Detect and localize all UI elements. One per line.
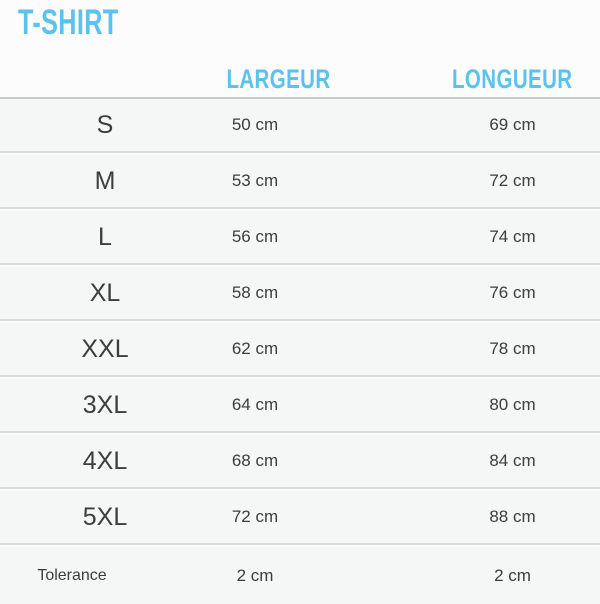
column-header-largeur: LARGEUR — [226, 64, 331, 94]
table-row-xxl: XXL 62 cm 78 cm — [0, 323, 600, 377]
column-header-longueur: LONGUEUR — [452, 64, 573, 94]
size-cell: S — [96, 110, 114, 139]
table-row-4xl: 4XL 68 cm 84 cm — [0, 435, 600, 489]
column-header-row: LARGEUR LONGUEUR — [0, 66, 600, 93]
longueur-cell: 80 cm — [489, 395, 536, 414]
size-cell: M — [94, 166, 116, 195]
longueur-cell: 78 cm — [489, 339, 536, 358]
longueur-cell: 84 cm — [489, 451, 536, 470]
size-cell: XL — [89, 278, 121, 307]
largeur-cell: 50 cm — [231, 115, 279, 134]
table-row-tolerance: Tolerance 2 cm 2 cm — [0, 547, 600, 604]
table-row-3xl: 3XL 64 cm 80 cm — [0, 379, 600, 433]
size-table-body: S 50 cm 69 cm M 53 cm 72 cm L 56 cm 74 c… — [0, 97, 600, 604]
table-row-xl: XL 58 cm 76 cm — [0, 267, 600, 321]
page-title: T-SHIRT — [18, 3, 119, 42]
largeur-cell: 68 cm — [231, 451, 279, 470]
table-row-5xl: 5XL 72 cm 88 cm — [0, 491, 600, 545]
longueur-cell: 2 cm — [494, 565, 531, 585]
table-row-l: L 56 cm 74 cm — [0, 211, 600, 265]
tolerance-label: Tolerance — [37, 566, 107, 584]
largeur-cell: 58 cm — [231, 283, 279, 302]
table-row-m: M 53 cm 72 cm — [0, 155, 600, 209]
largeur-cell: 2 cm — [236, 565, 274, 585]
size-cell: 4XL — [82, 446, 128, 475]
longueur-cell: 69 cm — [489, 115, 536, 134]
longueur-cell: 76 cm — [489, 283, 536, 302]
longueur-cell: 72 cm — [489, 171, 536, 190]
size-cell: L — [98, 222, 112, 251]
largeur-cell: 62 cm — [231, 339, 279, 358]
table-row-s: S 50 cm 69 cm — [0, 99, 600, 153]
size-cell: 5XL — [82, 502, 128, 531]
largeur-cell: 56 cm — [231, 227, 279, 246]
size-cell: 3XL — [82, 390, 128, 419]
size-cell: XXL — [81, 334, 129, 363]
size-chart-header: T-SHIRT LARGEUR LONGUEUR — [0, 0, 600, 97]
size-column-header-empty — [0, 66, 210, 93]
largeur-cell: 64 cm — [231, 395, 279, 414]
largeur-cell: 72 cm — [231, 507, 279, 526]
largeur-cell: 53 cm — [231, 171, 279, 190]
longueur-cell: 88 cm — [489, 507, 536, 526]
longueur-cell: 74 cm — [489, 227, 536, 246]
